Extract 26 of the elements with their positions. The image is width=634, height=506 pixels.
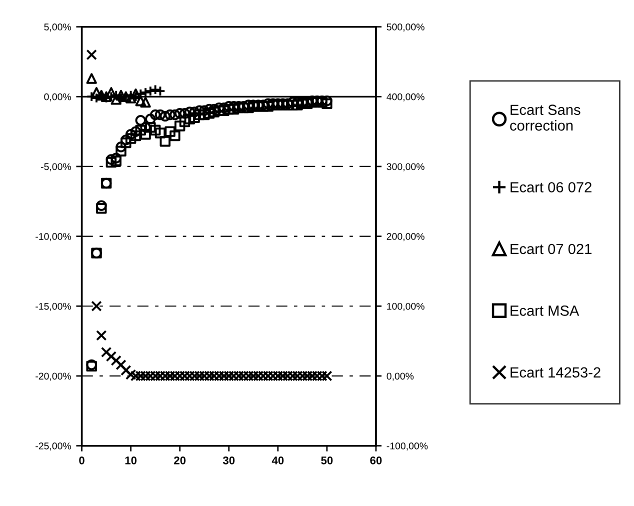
y-tick-label: 5,00%: [44, 24, 72, 32]
y-tick-label: 0,00%: [44, 93, 72, 102]
y2-tick-label: 300,00%: [386, 163, 424, 172]
legend-label: Ecart MSA: [510, 306, 580, 316]
y2-tick-label: 500,00%: [386, 24, 424, 32]
y2-tick-label: 400,00%: [386, 93, 424, 102]
legend-label: Ecart 06 072: [510, 182, 592, 192]
x-tick-label: 40: [272, 456, 284, 464]
legend-label: Ecart 14253-2: [510, 367, 600, 378]
y-tick-label: -10,00%: [36, 233, 72, 242]
x-tick-label: 30: [222, 456, 235, 464]
x-tick-label: 60: [370, 456, 382, 464]
y-tick-label: -25,00%: [36, 442, 72, 451]
x-tick-label: 50: [321, 456, 333, 464]
legend-label: Ecart 07 021: [510, 244, 592, 254]
x-tick-label: 10: [125, 456, 137, 464]
x-tick-label: 20: [174, 456, 186, 464]
y-tick-label: -20,00%: [36, 372, 72, 381]
y2-tick-label: 0,00%: [386, 372, 414, 381]
x-tick-label: 0: [79, 456, 84, 464]
y-tick-label: -15,00%: [36, 302, 72, 311]
y2-tick-label: -100,00%: [386, 442, 428, 451]
y2-tick-label: 200,00%: [386, 233, 424, 242]
y-tick-label: -5,00%: [41, 163, 72, 172]
y2-tick-label: 100,00%: [387, 302, 424, 311]
legend-label: Ecart Sans correction: [510, 104, 580, 131]
